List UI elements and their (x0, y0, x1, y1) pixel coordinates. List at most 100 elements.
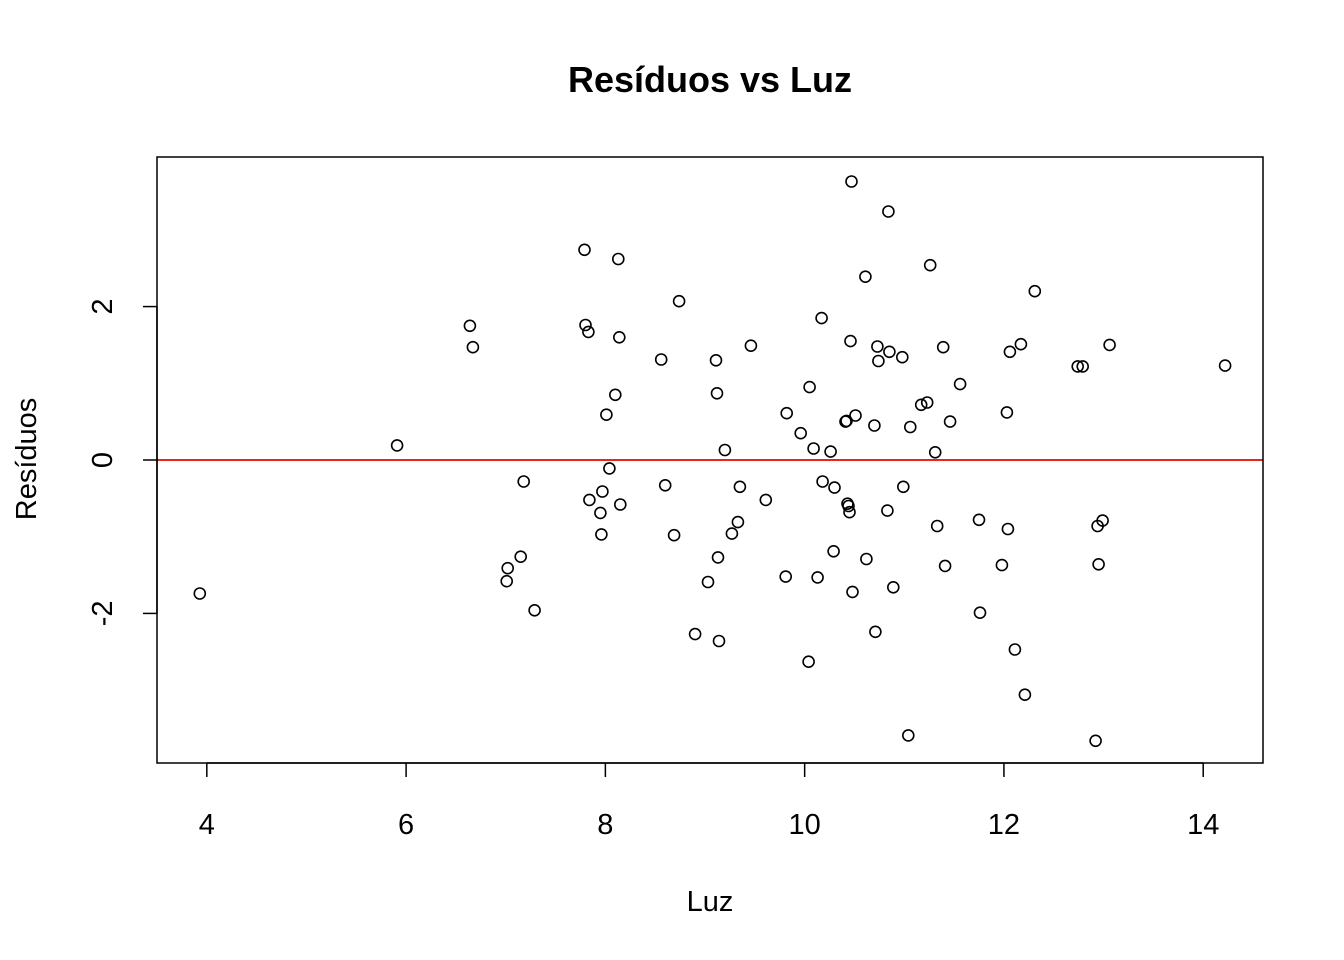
data-point (612, 330, 626, 344)
x-tick-label: 14 (1187, 809, 1219, 841)
data-point (1014, 337, 1028, 351)
data-point (846, 585, 859, 599)
data-point (869, 625, 882, 639)
data-point (1008, 643, 1022, 656)
data-point (1089, 734, 1102, 748)
data-point (849, 409, 862, 422)
data-point (896, 480, 910, 494)
data-point (688, 627, 702, 641)
data-point (594, 506, 607, 520)
data-point (844, 334, 857, 348)
data-point (600, 408, 613, 422)
data-point (731, 515, 745, 529)
data-point (390, 439, 404, 452)
data-point (794, 426, 808, 440)
data-point (815, 311, 828, 325)
data-point (1000, 406, 1014, 419)
data-point (943, 415, 957, 428)
data-point (914, 398, 928, 412)
data-point (596, 485, 609, 498)
data-point (595, 528, 608, 541)
data-point (579, 318, 592, 332)
chart-title: Resíduos vs Luz (568, 59, 852, 100)
data-point (973, 606, 987, 620)
data-point (843, 505, 856, 519)
data-point (780, 406, 794, 420)
data-point (920, 396, 934, 409)
data-point (500, 574, 514, 588)
x-axis: 4 6 8 10 12 14 (199, 762, 1219, 841)
data-point (1003, 345, 1017, 359)
data-point (193, 587, 207, 600)
data-point (712, 634, 726, 648)
data-point (895, 350, 909, 364)
x-axis-label: Luz (687, 886, 734, 918)
data-point (842, 499, 855, 513)
data-point (901, 729, 915, 742)
data-point (938, 559, 952, 573)
data-point (807, 442, 820, 455)
x-tick-label: 10 (789, 809, 821, 841)
data-point (603, 462, 616, 475)
data-point (611, 252, 625, 266)
data-point (582, 325, 595, 339)
data-point (824, 445, 837, 458)
data-point (802, 655, 815, 669)
data-point (930, 519, 944, 533)
data-point (1096, 514, 1109, 527)
data-point (654, 353, 668, 366)
data-point (903, 420, 917, 434)
data-point (1028, 284, 1042, 298)
data-point (859, 270, 872, 284)
y-axis-label: Resíduos (11, 398, 43, 521)
data-point (463, 319, 477, 333)
y-tick-label: -2 (87, 601, 119, 627)
y-tick-label: 2 (87, 299, 119, 315)
data-point (827, 544, 840, 558)
data-point (744, 339, 758, 353)
data-point (811, 571, 824, 584)
data-point (701, 575, 715, 589)
data-point (828, 481, 841, 494)
points-layer (193, 175, 1232, 748)
x-tick-label: 12 (988, 809, 1020, 841)
data-point (1071, 360, 1084, 373)
data-point (845, 175, 858, 188)
data-point (578, 243, 591, 257)
data-point (779, 570, 793, 583)
data-point (501, 561, 515, 575)
data-point (872, 354, 885, 368)
data-point (1103, 338, 1116, 352)
data-point (936, 340, 950, 354)
data-point (1001, 522, 1015, 536)
data-point (871, 340, 884, 353)
data-point (882, 205, 895, 218)
data-point (667, 528, 681, 542)
data-point (923, 258, 937, 272)
data-point (672, 294, 686, 308)
data-point (466, 340, 480, 354)
x-tick-label: 8 (597, 809, 613, 841)
data-point (1092, 557, 1105, 571)
data-point (718, 443, 732, 457)
data-point (995, 558, 1009, 572)
data-point (883, 345, 896, 359)
x-tick-label: 4 (199, 809, 215, 841)
data-point (711, 551, 725, 564)
data-point (840, 414, 853, 428)
data-point (710, 386, 724, 400)
data-point (528, 603, 541, 617)
data-point (759, 493, 773, 507)
data-point (972, 513, 986, 527)
data-point (583, 493, 596, 507)
x-tick-label: 6 (398, 809, 414, 841)
data-point (860, 552, 873, 566)
data-point (1076, 360, 1089, 373)
y-axis: -2 0 2 (87, 299, 158, 627)
data-point (608, 388, 622, 402)
data-point (1218, 359, 1232, 372)
y-tick-label: 0 (87, 452, 119, 468)
data-point (613, 498, 627, 511)
data-point (928, 445, 942, 459)
